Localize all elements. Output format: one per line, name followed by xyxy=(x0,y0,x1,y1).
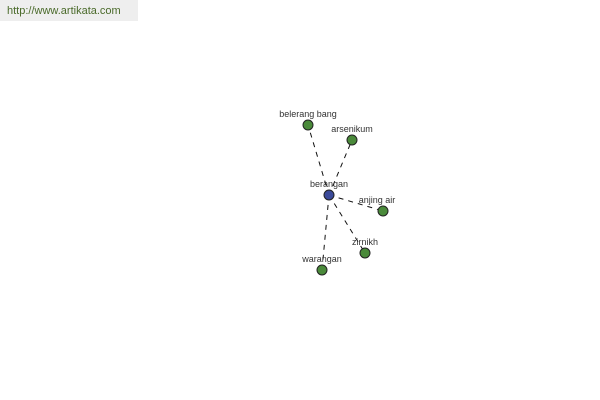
node-belerang-bang[interactable] xyxy=(302,119,314,131)
node-label: arsenikum xyxy=(331,124,373,134)
node-label: warangan xyxy=(301,254,342,264)
edge xyxy=(307,124,330,196)
node-warangan[interactable] xyxy=(316,264,328,276)
node-label: zirnikh xyxy=(352,237,378,247)
edge xyxy=(321,194,330,271)
node-arsenikum[interactable] xyxy=(346,134,358,146)
center-node-label: berangan xyxy=(310,179,348,189)
node-label: belerang bang xyxy=(279,109,337,119)
node-zirnikh[interactable] xyxy=(359,247,371,259)
edge xyxy=(328,194,366,254)
node-anjing-air[interactable] xyxy=(377,205,389,217)
center-node[interactable] xyxy=(323,189,335,201)
node-label: anjing air xyxy=(359,195,396,205)
source-url-link[interactable]: http://www.artikata.com xyxy=(0,0,138,21)
